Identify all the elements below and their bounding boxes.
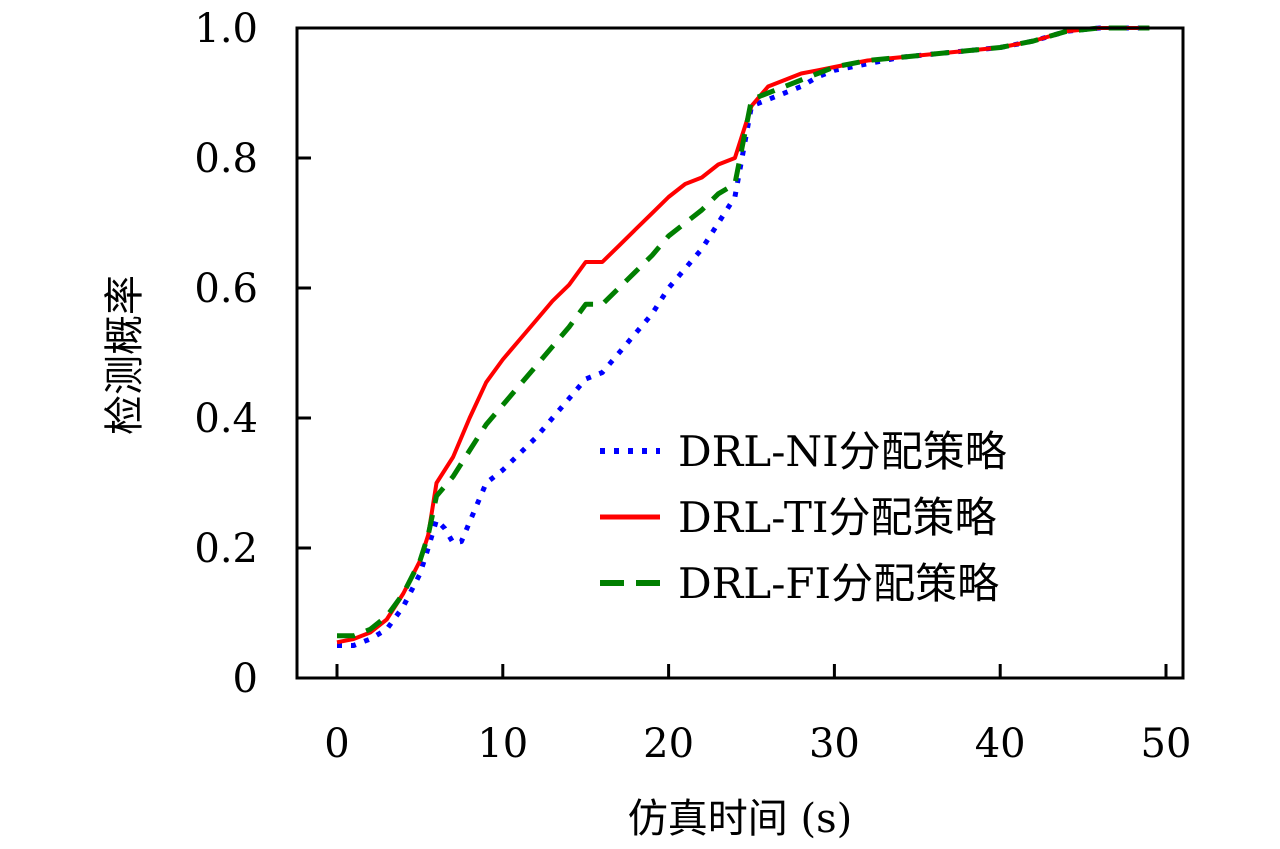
y-tick-label: 0.4 xyxy=(194,396,258,442)
x-tick-label: 30 xyxy=(809,721,860,767)
y-tick-label: 0.8 xyxy=(194,136,258,182)
legend-background xyxy=(590,422,1110,608)
y-tick-label: 0 xyxy=(233,656,258,702)
x-tick-label: 10 xyxy=(477,721,528,767)
series-layer xyxy=(336,25,1150,648)
y-tick-label: 1.0 xyxy=(194,6,258,52)
y-axis-title: 检测概率 xyxy=(102,275,148,435)
y-tick-label: 0.6 xyxy=(194,266,258,312)
legend: DRL-NI分配策略 DRL-TI分配策略 DRL-FI分配策略 xyxy=(590,422,1110,608)
legend-label: DRL-FI分配策略 xyxy=(678,559,999,608)
x-tick-label: 40 xyxy=(975,721,1026,767)
plot-frame xyxy=(295,26,1185,680)
x-tick-label: 20 xyxy=(643,721,694,767)
ticks-layer: 0 10 20 30 40 50 0 0.2 0.4 0.6 0.8 1.0 xyxy=(194,6,1191,767)
x-tick-label: 50 xyxy=(1141,721,1192,767)
x-axis-title: 仿真时间 (s) xyxy=(628,796,852,842)
x-tick-label: 0 xyxy=(324,721,349,767)
legend-label: DRL-NI分配策略 xyxy=(678,427,1007,476)
legend-label: DRL-TI分配策略 xyxy=(678,493,997,542)
series-line-dashed xyxy=(337,25,1150,639)
y-tick-label: 0.2 xyxy=(194,526,258,572)
